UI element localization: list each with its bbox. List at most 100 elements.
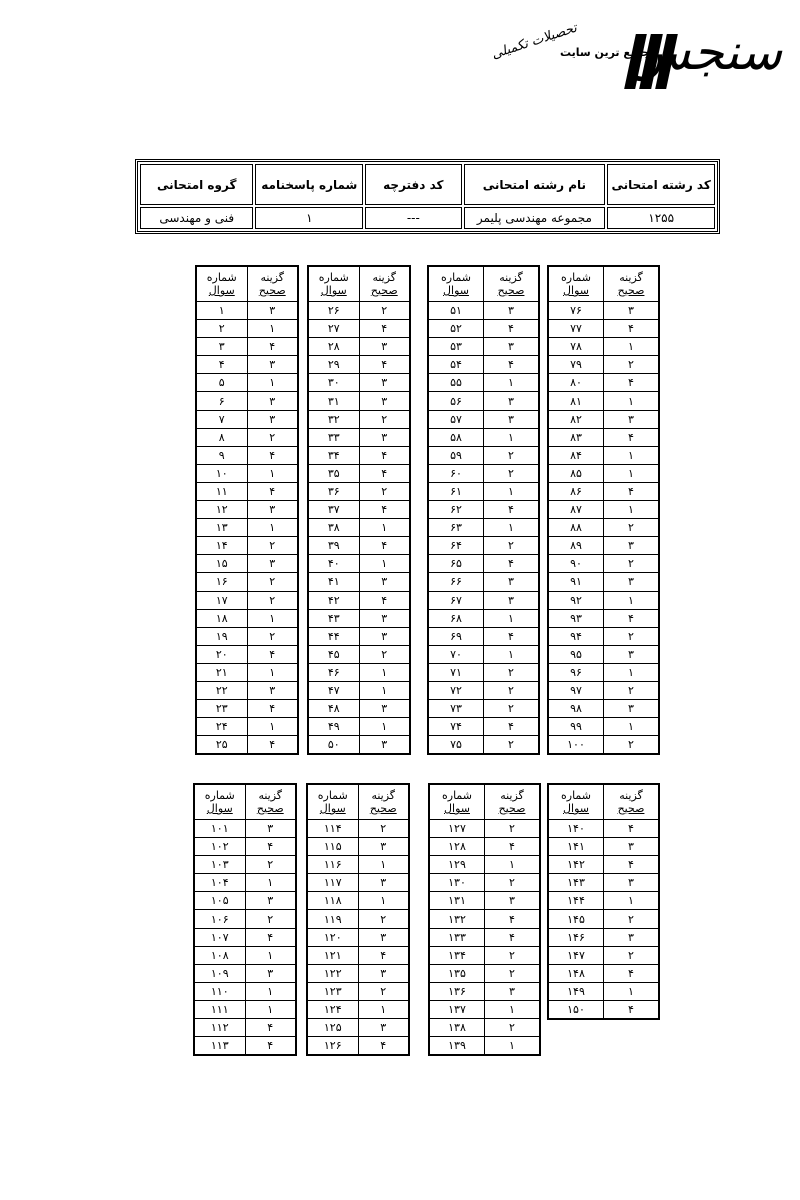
column-header-text: شماره — [317, 789, 348, 802]
answer-row: ۳۲ ۲ — [309, 409, 409, 428]
question-number: ۱۲۸ — [448, 840, 466, 854]
question-number: ۱۲۳ — [323, 984, 342, 998]
question-number: ۹۸ — [570, 702, 582, 716]
answer-row: ۱۰۱ ۳ — [195, 819, 296, 838]
answer-row: ۱۴۶ ۳ — [549, 927, 658, 946]
correct-option: ۱ — [358, 519, 410, 537]
correct-option: ۲ — [603, 736, 658, 754]
column-header-text: سوال — [319, 802, 346, 815]
column-header-text: گزینه — [619, 789, 643, 802]
answer-row: ۱۳۳ ۴ — [430, 927, 539, 946]
question-number: ۱۱۱ — [210, 1002, 229, 1016]
answer-row: ۹۸ ۳ — [549, 699, 658, 718]
correct-option: ۳ — [358, 338, 410, 356]
correct-option: ۳ — [244, 820, 296, 838]
answer-row: ۱۳۰ ۲ — [430, 873, 539, 892]
answer-row: ۳۹ ۴ — [309, 536, 410, 555]
correct-option: ۱ — [603, 892, 658, 910]
question-number: ۱۴۸ — [567, 966, 585, 980]
answer-row: ۱۲۶ ۴ — [308, 1036, 408, 1055]
column-header-text: گزینه — [500, 789, 524, 802]
correct-option: ۲ — [357, 910, 409, 928]
correct-option: ۳ — [358, 736, 410, 754]
correct-option: ۴ — [244, 1037, 296, 1055]
column-header-number: شماره سوال — [430, 785, 484, 819]
answer-row: ۸۴ ۱ — [549, 445, 658, 464]
answer-row: ۷۹ ۲ — [549, 355, 658, 374]
answer-row: ۱۲۲ ۳ — [308, 963, 408, 982]
correct-option: ۴ — [358, 591, 410, 609]
question-number: ۱۷ — [215, 593, 228, 607]
correct-option: ۲ — [246, 627, 298, 645]
question-number: ۱۴۴ — [567, 894, 585, 908]
answer-row: ۶۳ ۱ — [429, 518, 538, 537]
correct-option: ۲ — [483, 681, 538, 700]
correct-option: ۱ — [246, 718, 298, 736]
answer-row: ۱۳۹ ۱ — [430, 1036, 539, 1055]
answer-row: ۱۲۸ ۴ — [430, 837, 539, 856]
answer-row: ۸۱ ۱ — [549, 391, 658, 410]
column-header-number: شماره سوال — [549, 785, 603, 819]
question-number: ۱۲۲ — [323, 966, 342, 980]
answer-row: ۱۴۴ ۱ — [549, 891, 658, 910]
question-number: ۷۰ — [450, 647, 462, 661]
question-number: ۵۶ — [450, 394, 462, 408]
question-number: ۹۰ — [570, 557, 582, 571]
answer-row: ۳۱ ۳ — [309, 391, 409, 410]
question-number: ۹۲ — [570, 593, 582, 607]
correct-option: ۳ — [483, 591, 538, 609]
correct-option: ۱ — [244, 1000, 296, 1019]
answer-row: ۶۱ ۱ — [429, 481, 538, 501]
answer-row: ۷۱ ۲ — [429, 662, 538, 681]
column-header-text: سوال — [443, 284, 469, 297]
question-number: ۱۰۰ — [567, 738, 585, 752]
answer-row: ۷۴ ۴ — [429, 717, 538, 736]
correct-option: ۱ — [603, 663, 658, 681]
column-header-number: شماره سوال — [308, 785, 358, 819]
question-number: ۱۰۲ — [210, 840, 229, 854]
column-header-text: صحیح — [370, 284, 398, 297]
correct-option: ۲ — [246, 573, 298, 591]
question-number: ۳۶ — [327, 484, 340, 498]
correct-option: ۳ — [246, 410, 298, 428]
correct-option: ۴ — [244, 1019, 296, 1037]
question-number: ۱۲۶ — [323, 1039, 342, 1053]
answer-block: شماره سوال گزینه صحیح ۵۱ ۳ ۵۲ ۴ ۵۳ ۳ ۵۴ ۴ ۵۵ ۱ ۵۶ ۳ ۵۷ ۳ ۵… — [427, 265, 540, 756]
correct-option: ۳ — [357, 874, 409, 892]
column-header-text: سوال — [444, 802, 470, 815]
correct-option: ۲ — [484, 1019, 539, 1037]
correct-option: ۱ — [484, 1037, 539, 1055]
answer-row: ۳۳ ۳ — [309, 427, 409, 446]
answer-row: ۱۳۴ ۲ — [430, 945, 539, 964]
column-header-number: شماره سوال — [195, 785, 245, 819]
question-number: ۲ — [218, 322, 225, 336]
question-number: ۱۴۵ — [567, 912, 585, 926]
answer-sheet-number: ۱ — [255, 207, 364, 229]
answer-row: ۲۴ ۱ — [197, 717, 298, 736]
answer-row: ۱۱ ۴ — [197, 481, 297, 501]
column-header-text: صحیح — [258, 284, 286, 297]
question-number: ۸۴ — [570, 448, 582, 462]
question-number: ۱۳ — [215, 521, 228, 535]
correct-option: ۱ — [483, 609, 538, 627]
question-number: ۶۴ — [450, 539, 462, 553]
answer-row: ۳۰ ۳ — [309, 373, 409, 392]
answer-row: ۳۸ ۱ — [309, 518, 410, 537]
column-header-answer: گزینه صحیح — [357, 785, 409, 819]
correct-option: ۲ — [603, 555, 658, 573]
correct-option: ۱ — [246, 464, 298, 482]
question-number: ۵۳ — [450, 340, 462, 354]
answer-row: ۷۳ ۲ — [429, 699, 538, 718]
question-number: ۱۱ — [215, 484, 228, 498]
correct-option: ۴ — [358, 446, 410, 464]
answer-row: ۱۰۳ ۲ — [195, 855, 295, 874]
correct-option: ۴ — [484, 928, 539, 946]
correct-option: ۳ — [603, 874, 658, 892]
answer-row: ۱۳۵ ۲ — [430, 963, 539, 982]
question-number: ۱۳۰ — [448, 876, 466, 890]
answer-row: ۱۰۴ ۱ — [195, 873, 295, 892]
correct-option: ۴ — [358, 537, 410, 555]
correct-option: ۳ — [603, 838, 658, 856]
question-number: ۱۰۹ — [210, 966, 229, 980]
